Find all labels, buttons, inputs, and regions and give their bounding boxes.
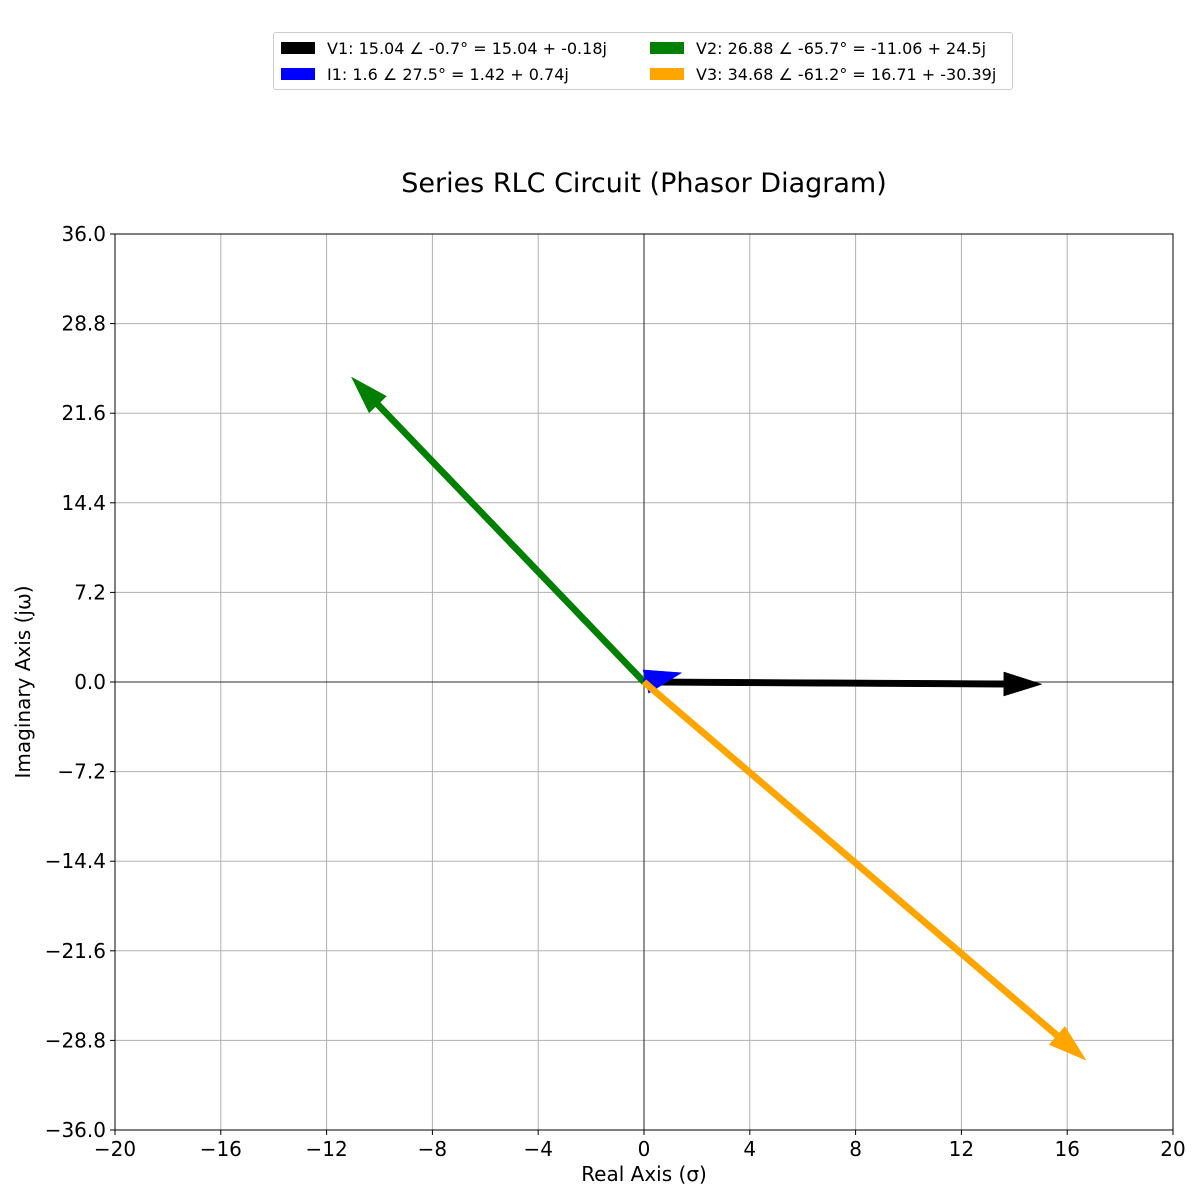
legend-label-v3: V3: 34.68 ∠ -61.2° = 16.71 + -30.39j	[696, 64, 997, 84]
legend-swatch-i1	[281, 68, 315, 80]
legend-item-i1: I1: 1.6 ∠ 27.5° = 1.42 + 0.74j	[281, 64, 569, 84]
x-tick-label: 0	[638, 1137, 651, 1161]
y-tick-label: 36.0	[61, 222, 106, 246]
x-tick-label: 12	[949, 1137, 974, 1161]
phasor-v3	[641, 679, 1087, 1061]
legend-item-v3: V3: 34.68 ∠ -61.2° = 16.71 + -30.39j	[650, 64, 996, 84]
legend-label-i1: I1: 1.6 ∠ 27.5° = 1.42 + 0.74j	[327, 64, 569, 84]
legend-item-v2: V2: 26.88 ∠ -65.7° = -11.06 + 24.5j	[650, 38, 986, 58]
x-tick-label: 16	[1054, 1137, 1079, 1161]
y-tick-label: −7.2	[57, 760, 106, 784]
chart-title: Series RLC Circuit (Phasor Diagram)	[401, 168, 887, 199]
phasor-v1	[643, 671, 1043, 697]
legend-item-v1: V1: 15.04 ∠ -0.7° = 15.04 + -0.18j	[281, 38, 607, 58]
y-tick-label: −36.0	[45, 1118, 106, 1142]
y-tick-label: −28.8	[45, 1028, 106, 1052]
y-tick-label: 28.8	[61, 312, 106, 336]
x-tick-label: −12	[305, 1137, 347, 1161]
phasor-v2	[350, 376, 647, 685]
legend-label-v1: V1: 15.04 ∠ -0.7° = 15.04 + -0.18j	[327, 38, 607, 58]
x-tick-label: 4	[743, 1137, 756, 1161]
axis-ticks: −20 −16 −12 −8 −4 0 4 8 12 16 20 36.0 28.8 21.6 14.4 7.…	[45, 222, 1186, 1161]
x-tick-label: −20	[94, 1137, 136, 1161]
x-tick-label: −4	[523, 1137, 552, 1161]
x-tick-label: −8	[418, 1137, 447, 1161]
legend: V1: 15.04 ∠ -0.7° = 15.04 + -0.18j I1: 1…	[273, 32, 1013, 90]
legend-label-v2: V2: 26.88 ∠ -65.7° = -11.06 + 24.5j	[696, 38, 987, 58]
y-tick-label: 21.6	[61, 401, 106, 425]
legend-swatch-v3	[650, 68, 684, 80]
x-tick-label: 8	[849, 1137, 862, 1161]
y-tick-label: −14.4	[45, 849, 106, 873]
y-axis-label: Imaginary Axis (jω)	[11, 586, 35, 779]
y-tick-label: 7.2	[74, 580, 106, 604]
legend-swatch-v1	[281, 42, 315, 54]
y-tick-label: 0.0	[74, 670, 106, 694]
x-tick-label: 20	[1160, 1137, 1185, 1161]
x-axis-label: Real Axis (σ)	[581, 1162, 707, 1186]
legend-swatch-v2	[650, 42, 684, 54]
y-tick-label: 14.4	[61, 491, 106, 515]
x-tick-label: −16	[200, 1137, 242, 1161]
phasor-vectors	[350, 376, 1087, 1061]
y-tick-label: −21.6	[45, 939, 106, 963]
